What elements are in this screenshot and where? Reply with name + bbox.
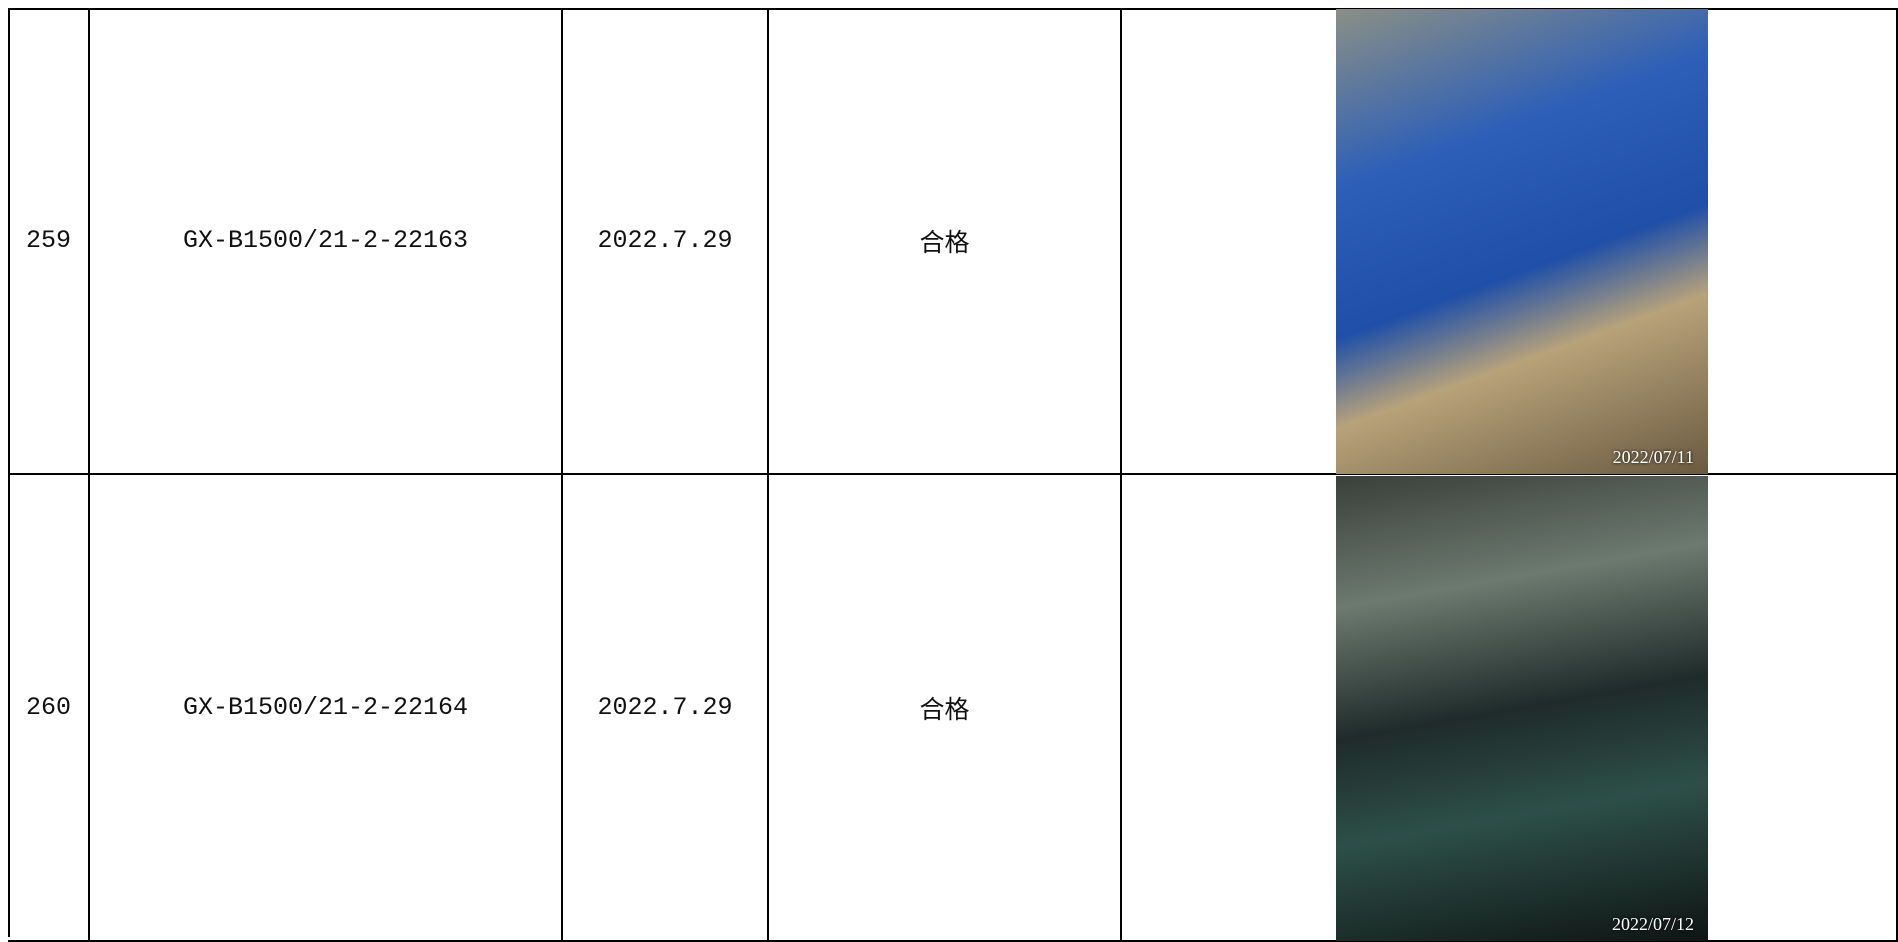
- row-number: 259: [8, 8, 90, 475]
- result: 合格: [769, 475, 1122, 942]
- model-number: GX-B1500/21-2-22163: [90, 8, 563, 475]
- photo: 2022/07/12: [1336, 476, 1708, 941]
- result: 合格: [769, 8, 1122, 475]
- model-number: GX-B1500/21-2-22164: [90, 475, 563, 942]
- photo-cell: [1122, 8, 1898, 475]
- photo: 2022/07/11: [1336, 9, 1708, 474]
- row-number: 260: [8, 475, 90, 942]
- inspection-date: 2022.7.29: [563, 8, 769, 475]
- inspection-date: 2022.7.29: [563, 475, 769, 942]
- photo-timestamp: 2022/07/12: [1611, 914, 1694, 934]
- table-frame: [8, 8, 1898, 937]
- photo-timestamp: 2022/07/11: [1612, 447, 1694, 467]
